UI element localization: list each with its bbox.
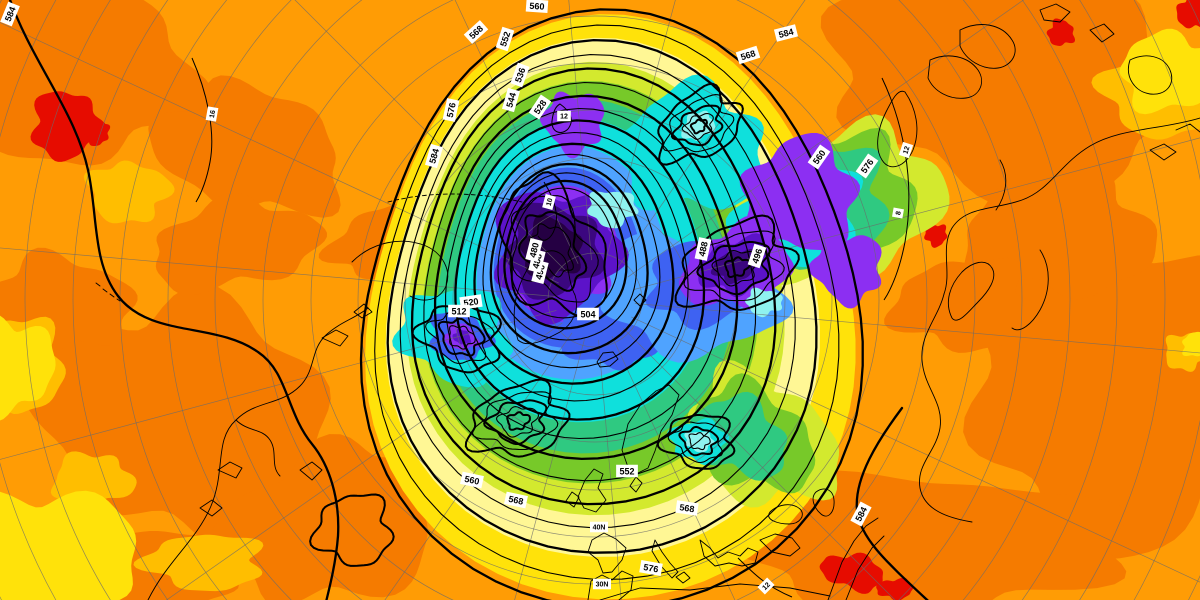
svg-text:568: 568 [679, 502, 695, 514]
thin-line-label: 8 [892, 207, 904, 219]
thin-line-label: 12 [757, 577, 775, 595]
height-contour-label: 560 [525, 0, 549, 13]
svg-text:496: 496 [750, 247, 764, 264]
height-contour-label: 552 [495, 26, 515, 52]
svg-text:568: 568 [739, 48, 756, 62]
svg-text:552: 552 [619, 466, 634, 476]
svg-text:560: 560 [464, 474, 481, 487]
svg-text:576: 576 [643, 562, 660, 574]
height-contour-label: 568 [735, 45, 761, 65]
svg-text:10: 10 [546, 197, 555, 206]
svg-text:584: 584 [427, 147, 441, 164]
svg-text:30N: 30N [596, 582, 609, 589]
height-contour-label: 584 [424, 143, 444, 169]
contour-labels: 5845845845845765765765685685685685605605… [0, 0, 914, 595]
height-contour-label: 584 [773, 24, 799, 42]
coastlines [95, 3, 1200, 600]
height-contour-label: 544 [501, 87, 521, 113]
height-contour-label: 488 [694, 237, 712, 261]
svg-text:16: 16 [209, 110, 217, 119]
svg-text:12: 12 [761, 581, 772, 592]
thin-line-label: 12 [898, 141, 914, 159]
height-contour-label: 584 [0, 1, 20, 27]
svg-text:552: 552 [498, 30, 512, 47]
svg-text:544: 544 [504, 91, 518, 108]
svg-text:512: 512 [451, 306, 466, 316]
height-contour-label: 504 [577, 307, 599, 321]
height-contour-label: 512 [448, 304, 470, 318]
svg-text:480: 480 [528, 242, 541, 259]
height-contour-label: 584 [850, 501, 872, 527]
svg-text:40N: 40N [593, 525, 606, 532]
graticule-label: 40N [589, 521, 609, 533]
svg-text:12: 12 [902, 145, 911, 155]
height-contour-label: 536 [510, 62, 530, 88]
svg-text:576: 576 [445, 102, 458, 119]
height-contour-label: 576 [639, 559, 663, 577]
height-contours [8, 0, 929, 600]
svg-text:12: 12 [560, 114, 568, 121]
height-contour-label: 552 [616, 464, 638, 478]
thin-line-label: 12 [557, 110, 571, 122]
height-contour-label: 568 [504, 491, 528, 509]
height-contour-label: 568 [675, 500, 699, 516]
height-contour-label: 528 [528, 94, 552, 120]
graticule-label: 30N [592, 578, 612, 590]
svg-text:584: 584 [778, 27, 795, 40]
thin-line-label: 16 [205, 106, 219, 122]
svg-text:520: 520 [463, 296, 479, 308]
svg-text:8: 8 [895, 211, 903, 216]
height-contour-label: 560 [460, 471, 484, 489]
height-contour-label: 496 [747, 243, 767, 269]
svg-text:536: 536 [513, 66, 528, 84]
thin-line-label: 10 [542, 194, 556, 210]
svg-text:560: 560 [529, 1, 545, 12]
svg-text:504: 504 [580, 309, 595, 319]
svg-text:568: 568 [508, 494, 525, 507]
height-contour-label: 576 [442, 98, 460, 122]
svg-text:488: 488 [697, 241, 710, 258]
height-contour-label: 480 [525, 237, 543, 263]
